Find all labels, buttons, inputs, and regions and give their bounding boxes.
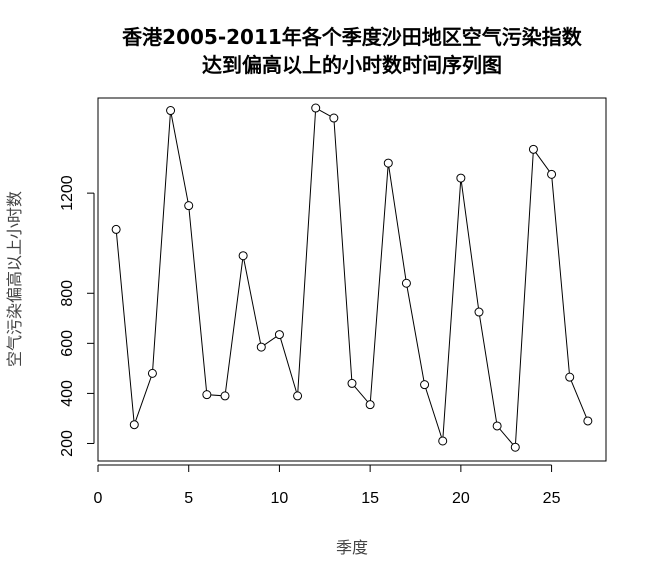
data-point (347, 378, 357, 388)
series-line (115, 107, 589, 449)
x-tick-label: 10 (271, 490, 289, 507)
data-point (329, 113, 339, 123)
y-tick-label: 1200 (59, 175, 76, 211)
data-point (401, 278, 411, 288)
y-axis: 200 400 600 800 1200 (59, 175, 95, 457)
y-axis-title: 空气污染偏高以上小时数 (5, 191, 24, 367)
chart-title-line1: 香港2005-2011年各个季度沙田地区空气污染指数 (122, 25, 583, 49)
data-point (565, 372, 575, 382)
data-point (583, 416, 593, 426)
data-point (129, 420, 139, 430)
x-tick-label: 15 (361, 490, 379, 507)
data-point (383, 158, 393, 168)
data-point (166, 106, 176, 116)
data-point (256, 342, 266, 352)
x-tick-label: 25 (543, 490, 561, 507)
data-point (293, 391, 303, 401)
data-point (547, 169, 557, 179)
data-point (202, 390, 212, 400)
data-point (365, 400, 375, 410)
data-point (147, 368, 157, 378)
y-tick-label: 800 (59, 280, 76, 307)
x-axis-title: 季度 (336, 538, 368, 557)
chart-title-line2: 达到偏高以上的小时数时间序列图 (202, 53, 502, 77)
data-point (492, 421, 502, 431)
x-tick-label: 5 (184, 490, 193, 507)
data-point (220, 391, 230, 401)
y-tick-label: 400 (59, 380, 76, 407)
data-point (528, 144, 538, 154)
y-tick-label: 600 (59, 330, 76, 357)
y-tick-label: 200 (59, 430, 76, 457)
data-point (274, 330, 284, 340)
x-tick-label: 20 (452, 490, 470, 507)
data-point (111, 224, 121, 234)
x-tick-label: 0 (94, 490, 103, 507)
data-point (438, 436, 448, 446)
data-point (311, 103, 321, 113)
data-point (456, 173, 466, 183)
data-point (420, 380, 430, 390)
x-axis: 0 5 10 15 20 25 (94, 464, 561, 507)
data-point (238, 251, 248, 261)
data-point (474, 307, 484, 317)
data-point (184, 201, 194, 211)
series-group (111, 103, 593, 452)
data-point (510, 442, 520, 452)
plot-area-border (97, 97, 607, 462)
